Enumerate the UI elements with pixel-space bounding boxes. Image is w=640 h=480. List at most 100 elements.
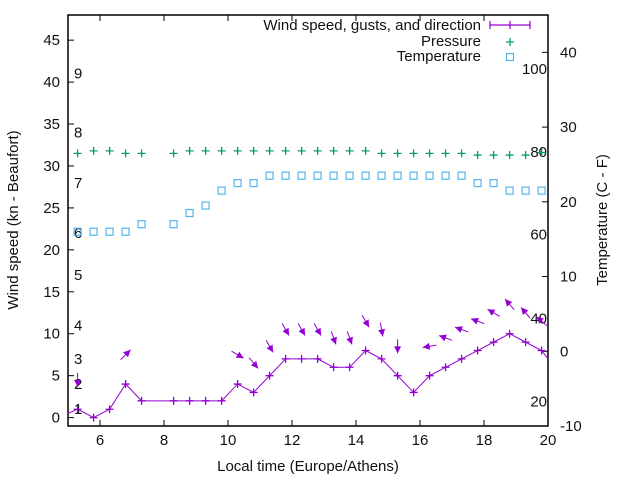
legend-label-temperature: Temperature: [397, 48, 481, 65]
temperature-point: [361, 171, 370, 180]
wind-direction-arrow: [438, 334, 453, 342]
wind-direction-arrow: [454, 326, 469, 333]
pressure-point: [489, 151, 498, 160]
wind-speed-point: [249, 388, 258, 397]
pressure-point: [537, 148, 546, 157]
wind-speed-point: [169, 396, 178, 405]
x-tick-label: 8: [160, 432, 168, 449]
pressure-point: [329, 146, 338, 155]
temperature-point: [473, 179, 482, 188]
wind-speed-point: [73, 405, 82, 414]
pressure-point: [169, 149, 178, 158]
y-tick-label: 15: [43, 284, 60, 301]
y-tick-label: 35: [43, 116, 60, 133]
temperature-point: [505, 186, 514, 195]
beaufort-label: 6: [74, 225, 82, 242]
wind-direction-arrow: [281, 323, 290, 336]
wind-speed-point: [89, 413, 98, 422]
y-tick-label: 30: [43, 158, 60, 175]
x-tick-label: 16: [412, 432, 429, 449]
pressure-point: [89, 146, 98, 155]
wind-direction-arrow: [470, 317, 485, 325]
wind-speed-line: [67, 333, 549, 419]
pressure-point: [297, 146, 306, 155]
temperature-point: [137, 220, 146, 229]
temperature-point: [393, 171, 402, 180]
wind-speed-point: [281, 354, 290, 363]
y-tick-label: 0: [52, 410, 60, 427]
y2-tick-label: -10: [560, 418, 582, 435]
wind-direction-arrow: [535, 316, 548, 327]
temperature-point: [345, 171, 354, 180]
pressure-point: [441, 149, 450, 158]
temperature-point: [185, 208, 194, 218]
pressure-point: [425, 149, 434, 158]
pressure-point: [345, 146, 354, 155]
y2-tick-label: 0: [560, 343, 568, 360]
y-tick-label: 40: [43, 74, 60, 91]
legend-swatch-wind: [489, 21, 531, 29]
pressure-point: [121, 149, 130, 158]
wind-direction-arrow: [297, 323, 306, 336]
pressure-point: [185, 146, 194, 155]
wind-speed-point: [473, 346, 482, 355]
y2-tick-label: 20: [560, 194, 577, 211]
temperature-point: [489, 179, 498, 188]
pressure-point: [505, 151, 514, 160]
wind-direction-arrow: [265, 340, 274, 353]
temperature-point: [265, 171, 274, 180]
beaufort-label: 8: [74, 124, 82, 141]
beaufort-label: 7: [74, 175, 82, 192]
pressure-point: [233, 146, 242, 155]
y-tick-label: 10: [43, 326, 60, 343]
wind-direction-arrow: [74, 372, 82, 387]
pressure-point: [361, 146, 370, 155]
wind-direction-arrow: [504, 298, 515, 311]
wind-speed-point: [329, 363, 338, 372]
temperature-point: [457, 171, 466, 180]
fahrenheit-label: 20: [530, 393, 547, 410]
temperature-point: [377, 171, 386, 180]
y2-axis-label: Temperature (C - F): [594, 154, 611, 286]
temperature-point: [89, 227, 98, 236]
x-tick-label: 12: [284, 432, 301, 449]
wind-speed-point: [265, 371, 274, 380]
pressure-point: [249, 146, 258, 155]
wind-speed-point: [137, 396, 146, 405]
temperature-point: [201, 201, 210, 210]
wind-speed-point: [185, 396, 194, 405]
pressure-point: [281, 146, 290, 155]
temperature-point: [297, 171, 306, 180]
pressure-point: [201, 146, 210, 155]
wind-direction-arrow: [422, 342, 437, 350]
x-tick-label: 20: [540, 432, 557, 449]
y2-tick-label: 10: [560, 269, 577, 286]
beaufort-label: 4: [74, 317, 82, 334]
wind-direction-arrow: [330, 331, 337, 345]
pressure-point: [377, 149, 386, 158]
wind-speed-point: [505, 329, 514, 338]
pressure-point: [73, 149, 82, 158]
temperature-point: [281, 171, 290, 180]
temperature-point: [169, 220, 178, 229]
pressure-point: [521, 151, 530, 160]
pressure-point: [137, 149, 146, 158]
x-tick-label: 14: [348, 432, 365, 449]
pressure-point: [457, 149, 466, 158]
temperature-point: [105, 227, 114, 236]
temperature-point: [233, 179, 242, 188]
y-axis-label: Wind speed (kn - Beaufort): [5, 130, 22, 309]
beaufort-label: 5: [74, 267, 82, 284]
y2-tick-label: 30: [560, 119, 577, 136]
wind-speed-point: [537, 346, 546, 355]
temperature-point: [313, 171, 322, 180]
temperature-point: [521, 186, 530, 195]
wind-speed-point: [457, 354, 466, 363]
wind-speed-point: [217, 396, 226, 405]
wind-speed-point: [409, 388, 418, 397]
x-tick-label: 10: [220, 432, 237, 449]
legend-label-wind: Wind speed, gusts, and direction: [263, 17, 481, 34]
wind-speed-point: [297, 354, 306, 363]
wind-speed-point: [489, 338, 498, 347]
